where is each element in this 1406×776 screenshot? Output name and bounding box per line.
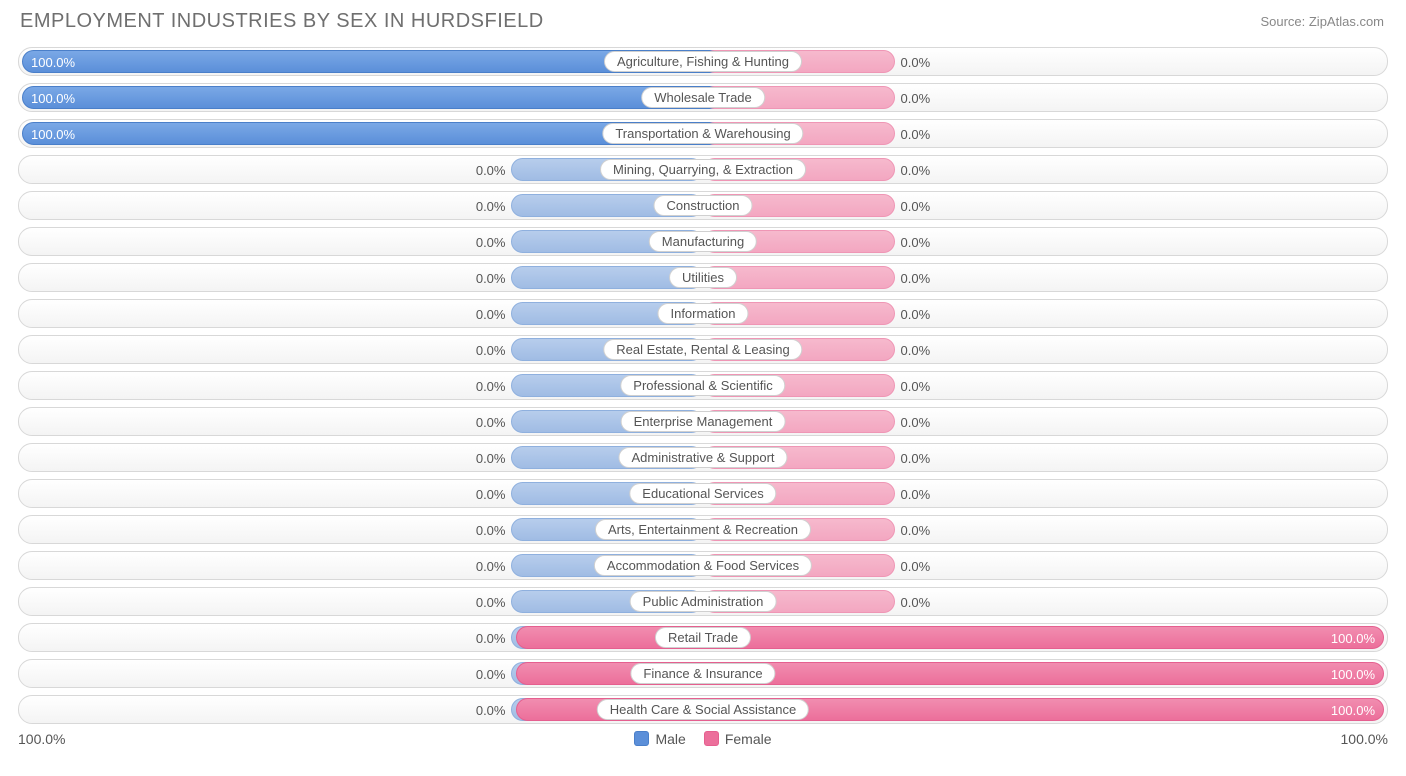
male-value: 100.0% <box>31 48 75 77</box>
female-value: 0.0% <box>901 408 931 437</box>
chart-row: Transportation & Warehousing 100.0% 0.0% <box>18 119 1388 148</box>
axis-left-label: 100.0% <box>18 731 65 747</box>
legend: Male Female <box>634 731 771 747</box>
female-bar <box>516 626 1384 649</box>
category-label: Transportation & Warehousing <box>602 123 803 144</box>
category-label: Arts, Entertainment & Recreation <box>595 519 811 540</box>
female-swatch-icon <box>704 731 719 746</box>
chart-row: Utilities 0.0% 0.0% <box>18 263 1388 292</box>
category-label: Mining, Quarrying, & Extraction <box>600 159 806 180</box>
female-value: 0.0% <box>901 480 931 509</box>
chart-footer: 100.0% Male Female 100.0% <box>18 731 1388 747</box>
chart-row: Real Estate, Rental & Leasing 0.0% 0.0% <box>18 335 1388 364</box>
male-value: 100.0% <box>31 120 75 149</box>
chart-row: Retail Trade 0.0% 100.0% <box>18 623 1388 652</box>
chart-row: Professional & Scientific 0.0% 0.0% <box>18 371 1388 400</box>
category-label: Real Estate, Rental & Leasing <box>603 339 802 360</box>
chart-row: Public Administration 0.0% 0.0% <box>18 587 1388 616</box>
female-value: 0.0% <box>901 444 931 473</box>
male-value: 0.0% <box>476 660 506 689</box>
male-value: 0.0% <box>476 336 506 365</box>
legend-female: Female <box>704 731 772 747</box>
chart-row: Construction 0.0% 0.0% <box>18 191 1388 220</box>
chart-row: Manufacturing 0.0% 0.0% <box>18 227 1388 256</box>
female-value: 0.0% <box>901 264 931 293</box>
category-label: Construction <box>654 195 753 216</box>
female-value: 100.0% <box>1331 660 1375 689</box>
female-value: 100.0% <box>1331 624 1375 653</box>
chart-row: Health Care & Social Assistance 0.0% 100.0… <box>18 695 1388 724</box>
female-value: 0.0% <box>901 552 931 581</box>
female-value: 0.0% <box>901 228 931 257</box>
male-value: 0.0% <box>476 228 506 257</box>
male-swatch-icon <box>634 731 649 746</box>
chart-title: EMPLOYMENT INDUSTRIES BY SEX IN HURDSFIE… <box>20 10 1388 33</box>
category-label: Enterprise Management <box>621 411 786 432</box>
category-label: Retail Trade <box>655 627 751 648</box>
chart-row: Enterprise Management 0.0% 0.0% <box>18 407 1388 436</box>
female-value: 0.0% <box>901 372 931 401</box>
female-value: 0.0% <box>901 120 931 149</box>
female-value: 0.0% <box>901 336 931 365</box>
chart-row: Arts, Entertainment & Recreation 0.0% 0.0% <box>18 515 1388 544</box>
male-value: 0.0% <box>476 480 506 509</box>
chart-row: Educational Services 0.0% 0.0% <box>18 479 1388 508</box>
male-value: 0.0% <box>476 300 506 329</box>
male-value: 0.0% <box>476 408 506 437</box>
female-value: 100.0% <box>1331 696 1375 725</box>
chart-row: Information 0.0% 0.0% <box>18 299 1388 328</box>
female-value: 0.0% <box>901 300 931 329</box>
chart-row: Agriculture, Fishing & Hunting 100.0% 0.0% <box>18 47 1388 76</box>
category-label: Information <box>657 303 748 324</box>
male-value: 0.0% <box>476 552 506 581</box>
legend-male: Male <box>634 731 685 747</box>
legend-female-label: Female <box>725 731 772 747</box>
male-value: 0.0% <box>476 588 506 617</box>
male-value: 100.0% <box>31 84 75 113</box>
category-label: Wholesale Trade <box>641 87 765 108</box>
category-label: Agriculture, Fishing & Hunting <box>604 51 802 72</box>
male-value: 0.0% <box>476 156 506 185</box>
category-label: Health Care & Social Assistance <box>597 699 809 720</box>
male-value: 0.0% <box>476 624 506 653</box>
female-value: 0.0% <box>901 588 931 617</box>
category-label: Public Administration <box>630 591 777 612</box>
axis-right-label: 100.0% <box>1341 731 1388 747</box>
chart-row: Wholesale Trade 100.0% 0.0% <box>18 83 1388 112</box>
category-label: Accommodation & Food Services <box>594 555 812 576</box>
chart-row: Mining, Quarrying, & Extraction 0.0% 0.0% <box>18 155 1388 184</box>
male-value: 0.0% <box>476 372 506 401</box>
female-value: 0.0% <box>901 516 931 545</box>
male-value: 0.0% <box>476 516 506 545</box>
category-label: Educational Services <box>629 483 776 504</box>
chart-row: Accommodation & Food Services 0.0% 0.0% <box>18 551 1388 580</box>
chart-row: Finance & Insurance 0.0% 100.0% <box>18 659 1388 688</box>
category-label: Professional & Scientific <box>620 375 785 396</box>
source-attribution: Source: ZipAtlas.com <box>1260 14 1384 29</box>
male-value: 0.0% <box>476 444 506 473</box>
male-value: 0.0% <box>476 192 506 221</box>
male-value: 0.0% <box>476 696 506 725</box>
category-label: Finance & Insurance <box>630 663 775 684</box>
legend-male-label: Male <box>655 731 685 747</box>
female-value: 0.0% <box>901 84 931 113</box>
female-value: 0.0% <box>901 48 931 77</box>
male-value: 0.0% <box>476 264 506 293</box>
female-value: 0.0% <box>901 156 931 185</box>
chart-area: Agriculture, Fishing & Hunting 100.0% 0.0%… <box>18 47 1388 724</box>
category-label: Manufacturing <box>649 231 757 252</box>
category-label: Administrative & Support <box>618 447 787 468</box>
chart-row: Administrative & Support 0.0% 0.0% <box>18 443 1388 472</box>
female-value: 0.0% <box>901 192 931 221</box>
category-label: Utilities <box>669 267 737 288</box>
